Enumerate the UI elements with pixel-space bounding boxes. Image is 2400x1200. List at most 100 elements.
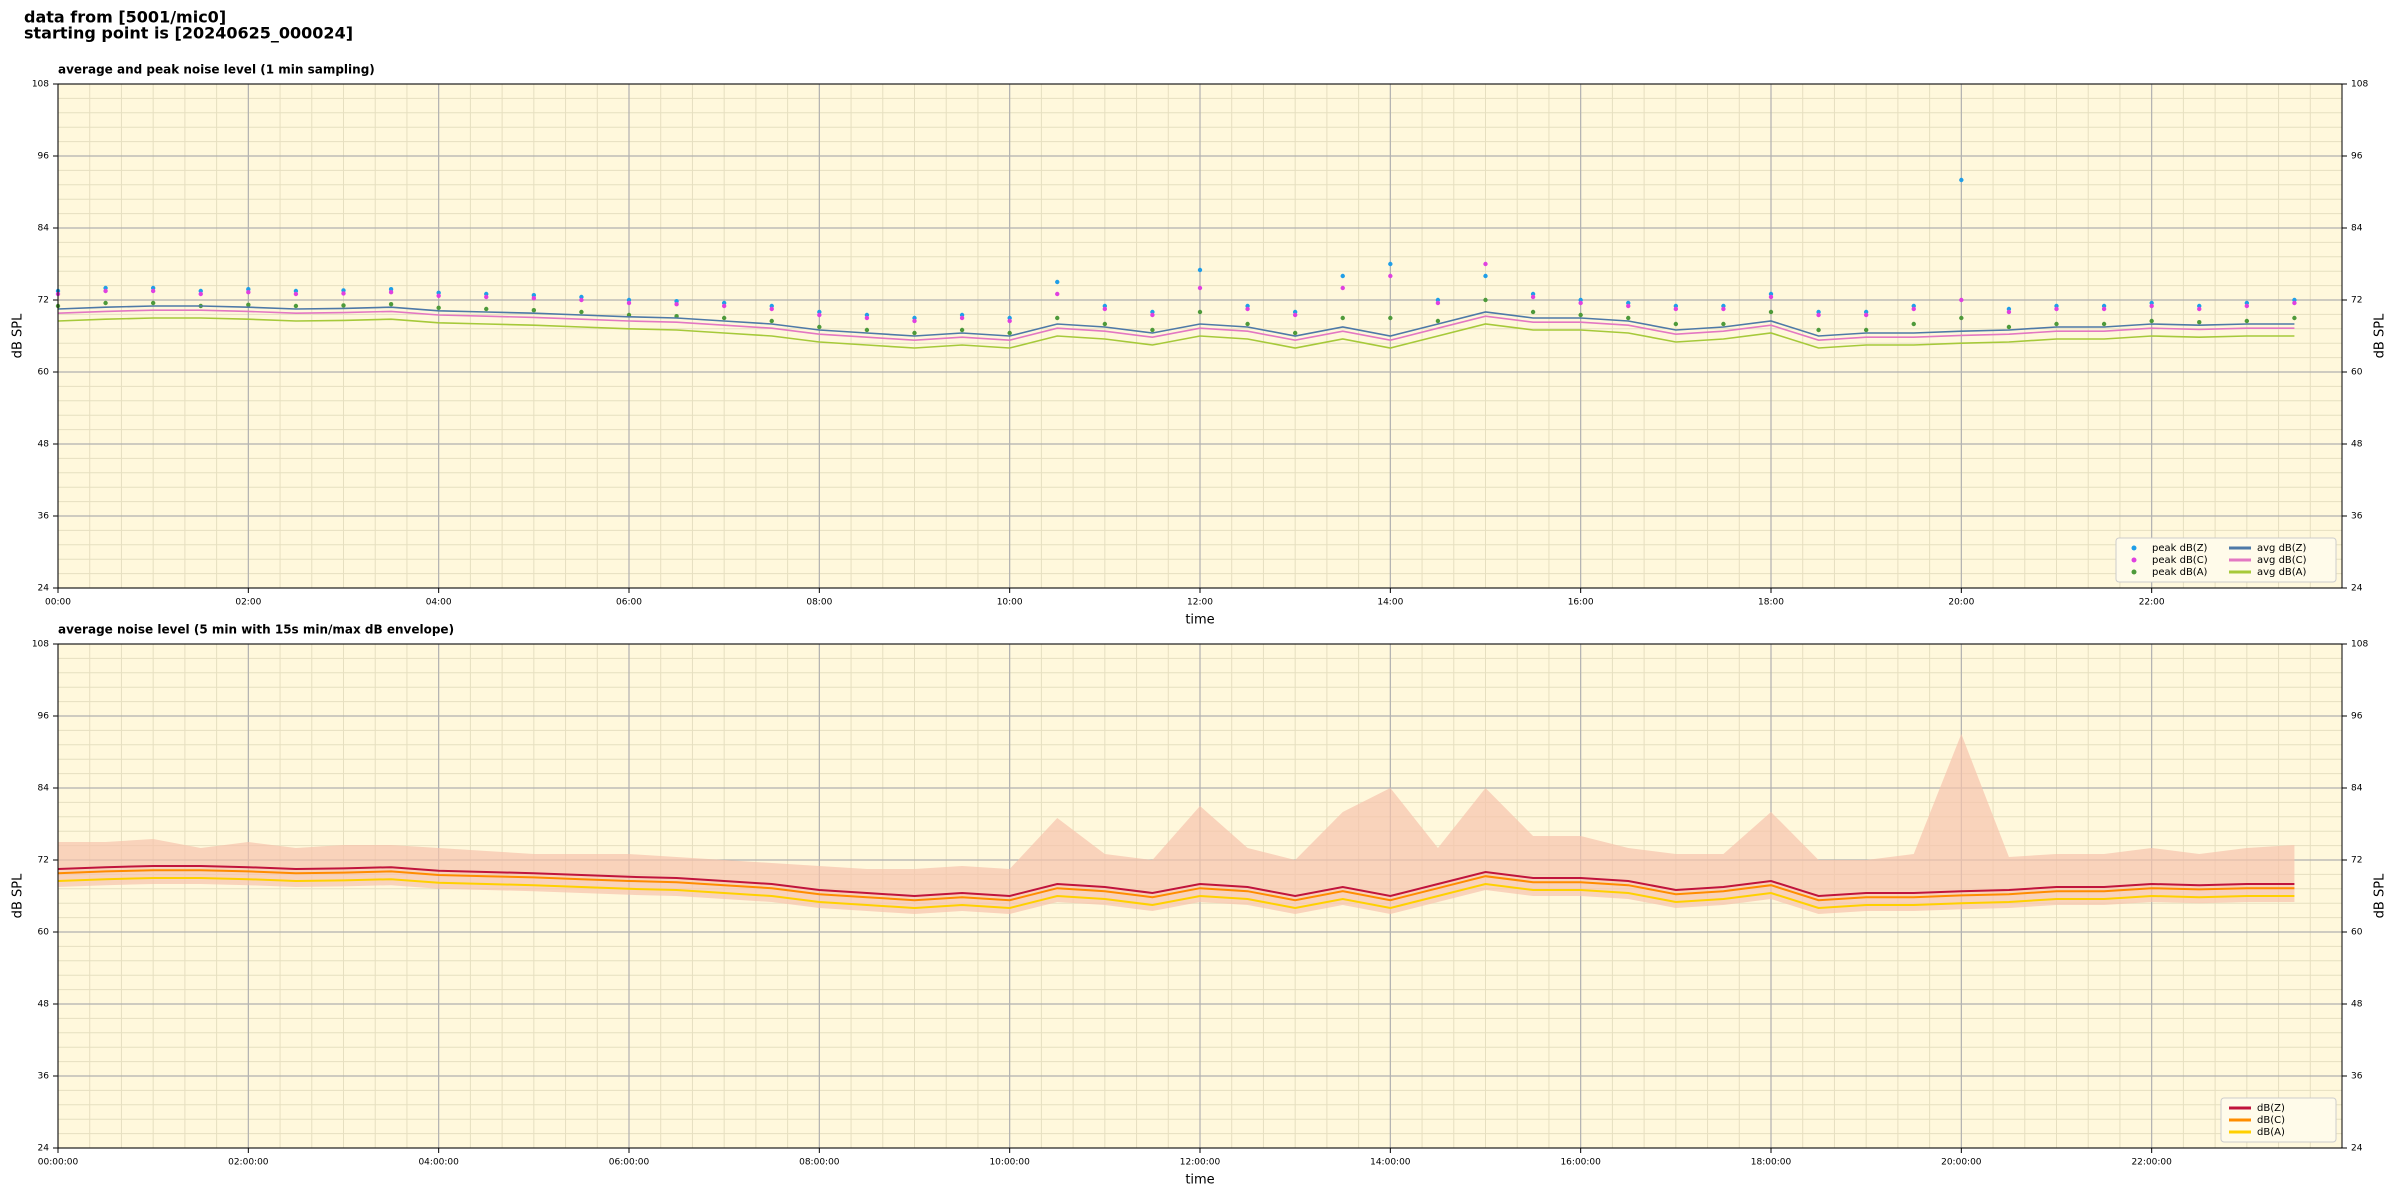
peak-point (293, 291, 299, 297)
series-line (57, 877, 2295, 910)
y-tick-label: 24 (2351, 584, 2363, 594)
legend-marker (2131, 557, 2137, 563)
peak-point (1863, 327, 1869, 333)
legend-marker (2131, 545, 2137, 551)
peak-point (674, 302, 679, 307)
peak-point (1959, 177, 1964, 183)
y-tick-label: 84 (2351, 784, 2363, 794)
peak-point (769, 306, 774, 312)
peak-point (1197, 309, 1203, 315)
y-tick-label: 36 (38, 512, 50, 522)
x-tick-label: 00:00 (45, 598, 71, 608)
y-tick-label: 36 (38, 1072, 50, 1082)
peak-point (1150, 327, 1155, 333)
y-tick-label: 96 (38, 152, 50, 162)
x-axis-label: time (1185, 1173, 1214, 1188)
y-tick-label: 24 (38, 1144, 50, 1154)
y-tick-label: 72 (2351, 856, 2362, 866)
x-tick-label: 10:00:00 (989, 1158, 1030, 1168)
x-tick-label: 10:00 (997, 598, 1023, 608)
series-line (57, 865, 2295, 898)
peak-point (579, 297, 584, 303)
series-line (57, 869, 2295, 902)
peak-point (1055, 279, 1060, 285)
y-tick-label: 108 (32, 640, 49, 650)
peak-point (341, 291, 346, 296)
peak-point (1911, 321, 1916, 327)
peak-point (246, 290, 251, 295)
peak-point (2292, 300, 2297, 306)
peak-point (293, 303, 299, 309)
peak-point (1292, 330, 1298, 336)
y-tick-label: 60 (2351, 368, 2363, 378)
y-tick-label: 48 (38, 440, 50, 450)
x-tick-label: 04:00:00 (418, 1158, 459, 1168)
peak-point (1530, 294, 1536, 300)
peak-point (103, 300, 108, 306)
y-axis-label: dB SPL (11, 313, 26, 358)
y-tick-label: 36 (2351, 1072, 2363, 1082)
peak-point (2292, 315, 2297, 321)
y-tick-label: 60 (38, 368, 50, 378)
peak-point (2006, 324, 2012, 330)
y-axis-label: dB SPL (11, 873, 26, 918)
y-tick-label: 72 (38, 856, 49, 866)
peak-point (1435, 318, 1441, 324)
peak-point (2244, 303, 2250, 309)
peak-point (579, 309, 584, 315)
y-tick-label: 96 (38, 712, 50, 722)
legend-label: dB(A) (2257, 1127, 2285, 1138)
series-line (57, 317, 2295, 349)
peak-point (1388, 261, 1393, 267)
x-tick-label: 22:00 (2139, 598, 2165, 608)
peak-point (1102, 306, 1108, 312)
x-tick-label: 12:00:00 (1180, 1158, 1221, 1168)
peak-point (2054, 306, 2059, 312)
x-tick-label: 12:00 (1187, 598, 1213, 608)
peak-point (1959, 315, 1964, 321)
peak-point (341, 303, 346, 308)
peak-point (626, 300, 632, 306)
y-tick-label: 48 (2351, 440, 2363, 450)
x-tick-label: 16:00:00 (1560, 1158, 1601, 1168)
peak-point (1340, 285, 1345, 291)
peak-point (1055, 291, 1060, 297)
peak-point (2006, 309, 2012, 315)
x-tick-label: 20:00 (1948, 598, 1974, 608)
plot-frame (57, 83, 2343, 589)
y-tick-label: 60 (38, 928, 50, 938)
peak-point (2197, 320, 2202, 325)
peak-point (1816, 312, 1821, 318)
peak-point (2054, 321, 2059, 327)
peak-point (436, 305, 441, 310)
peak-point (1245, 321, 1250, 327)
y-tick-label: 84 (2351, 224, 2363, 234)
peak-point (2149, 318, 2154, 324)
peak-point (1530, 309, 1536, 315)
peak-point (912, 318, 917, 324)
x-tick-label: 02:00 (235, 598, 261, 608)
peak-point (864, 315, 870, 321)
envelope-area (58, 734, 2295, 914)
peak-point (531, 296, 537, 301)
peak-point (1626, 315, 1631, 321)
peak-point (1007, 318, 1012, 324)
peak-point (103, 288, 108, 294)
legend-label: peak dB(C) (2152, 555, 2208, 566)
legend-marker (2131, 569, 2137, 575)
x-tick-label: 14:00 (1377, 598, 1403, 608)
peak-point (1483, 297, 1488, 303)
y-axis-label: dB SPL (2373, 873, 2388, 918)
y-tick-label: 48 (2351, 1000, 2363, 1010)
chart-title: average and peak noise level (1 min samp… (58, 63, 375, 77)
peak-point (388, 302, 394, 307)
x-tick-label: 20:00:00 (1941, 1158, 1982, 1168)
peak-point (959, 327, 965, 333)
figure-title: data from [5001/mic0] (24, 8, 226, 27)
y-tick-label: 84 (38, 784, 50, 794)
y-tick-label: 72 (2351, 296, 2362, 306)
peak-point (1340, 315, 1345, 321)
peak-point (1197, 285, 1203, 291)
y-tick-label: 96 (2351, 152, 2363, 162)
x-tick-label: 18:00 (1758, 598, 1784, 608)
